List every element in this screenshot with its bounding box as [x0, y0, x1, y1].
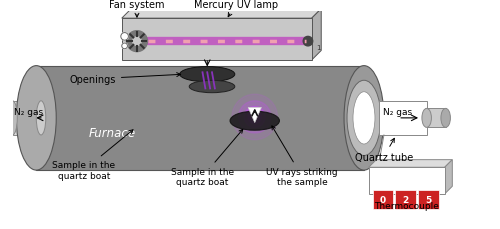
Polygon shape [12, 101, 41, 135]
Polygon shape [312, 10, 321, 61]
FancyBboxPatch shape [122, 19, 312, 61]
Ellipse shape [347, 81, 381, 156]
Text: Sample in the
quartz boat: Sample in the quartz boat [171, 130, 242, 187]
Circle shape [232, 95, 278, 140]
Text: Mercury UV lamp: Mercury UV lamp [194, 0, 278, 18]
Text: Furnace: Furnace [88, 126, 136, 139]
Polygon shape [444, 160, 452, 194]
Text: Openings: Openings [70, 73, 180, 85]
Polygon shape [122, 10, 321, 19]
Text: Sample in the
quartz boat: Sample in the quartz boat [52, 130, 133, 180]
Text: 2: 2 [402, 195, 409, 204]
Circle shape [122, 44, 128, 49]
Text: 1: 1 [316, 44, 320, 50]
FancyBboxPatch shape [368, 168, 444, 194]
Polygon shape [426, 109, 446, 128]
Polygon shape [36, 66, 364, 170]
Ellipse shape [180, 67, 235, 82]
Circle shape [132, 38, 141, 46]
Circle shape [121, 33, 128, 41]
FancyBboxPatch shape [372, 190, 394, 209]
Text: Thermocouple: Thermocouple [374, 202, 439, 210]
Text: Quartz tube: Quartz tube [355, 139, 413, 162]
Ellipse shape [353, 92, 375, 144]
Ellipse shape [441, 109, 450, 128]
Text: 0: 0 [380, 195, 386, 204]
Text: N₂ gas: N₂ gas [383, 108, 412, 117]
Ellipse shape [230, 112, 280, 131]
Circle shape [238, 101, 271, 134]
Circle shape [303, 37, 312, 47]
Text: UV rays striking
the sample: UV rays striking the sample [266, 126, 338, 187]
Circle shape [248, 111, 262, 124]
Polygon shape [248, 108, 262, 123]
Ellipse shape [16, 66, 56, 170]
Text: 5: 5 [426, 195, 432, 204]
Ellipse shape [8, 101, 18, 135]
FancyBboxPatch shape [396, 190, 416, 209]
Ellipse shape [189, 81, 235, 93]
Ellipse shape [36, 101, 46, 135]
Circle shape [126, 32, 148, 52]
Circle shape [244, 107, 265, 128]
Polygon shape [368, 160, 452, 168]
FancyBboxPatch shape [379, 101, 426, 135]
Text: Fan system: Fan system [109, 0, 164, 18]
Ellipse shape [422, 109, 432, 128]
Ellipse shape [344, 66, 384, 170]
FancyBboxPatch shape [418, 190, 439, 209]
Text: N₂ gas: N₂ gas [14, 108, 44, 117]
